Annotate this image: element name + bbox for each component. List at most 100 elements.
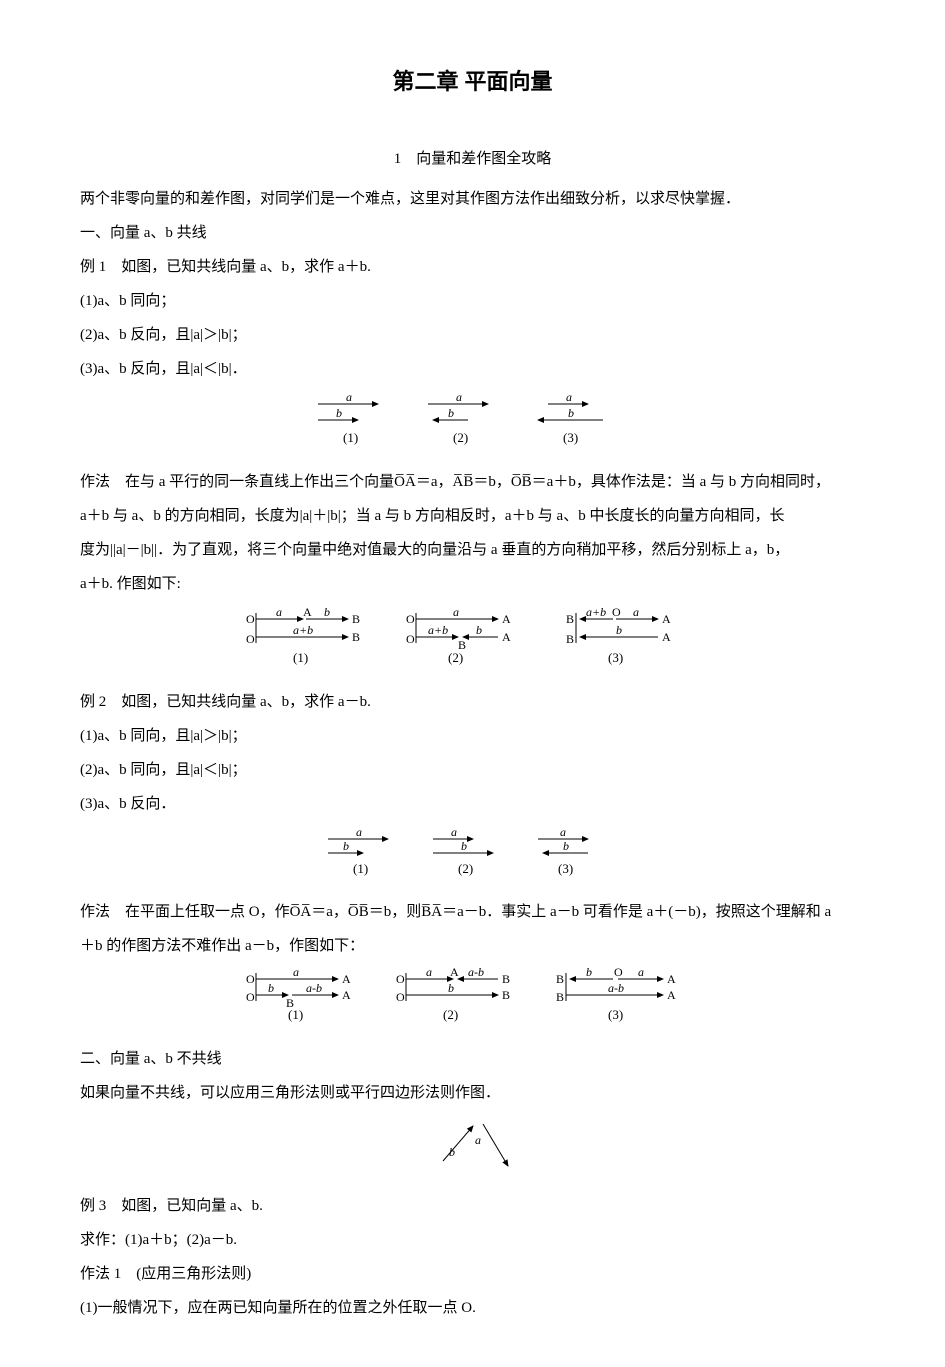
svg-text:a: a <box>633 605 639 619</box>
svg-text:(1): (1) <box>288 1007 303 1022</box>
svg-text:O: O <box>406 632 415 646</box>
svg-text:O: O <box>614 965 623 979</box>
svg-text:B: B <box>502 988 510 1002</box>
svg-text:b: b <box>268 981 274 995</box>
svg-text:b: b <box>343 839 349 853</box>
example-1: 例 1 如图，已知共线向量 a、b，求作 a＋b. <box>80 252 865 282</box>
ex2-item2: (2)a、b 同向，且|a|＜|b|； <box>80 755 865 785</box>
svg-text:A: A <box>667 988 676 1002</box>
svg-text:O: O <box>246 972 255 986</box>
svg-text:O: O <box>246 990 255 1004</box>
svg-text:(2): (2) <box>458 861 473 876</box>
svg-text:B: B <box>566 632 574 646</box>
svg-text:a-b: a-b <box>468 965 484 979</box>
method1-line3: 度为||a|－|b||．为了直观，将三个向量中绝对值最大的向量沿与 a 垂直的方… <box>80 535 865 565</box>
svg-text:a: a <box>638 965 644 979</box>
figure-ex1-result: O O a A b B a+b B (1) O O a A a+b B b A … <box>80 607 865 683</box>
svg-text:a+b: a+b <box>293 623 313 637</box>
chapter-title: 第二章 平面向量 <box>80 60 865 104</box>
svg-text:A: A <box>502 612 511 626</box>
svg-text:(3): (3) <box>608 650 623 665</box>
svg-text:a: a <box>560 825 566 839</box>
svg-text:b: b <box>324 605 330 619</box>
figure-ex2-result: O O a A b B a-b A (1) O O a A a-b B b B … <box>80 969 865 1040</box>
svg-text:a: a <box>451 825 457 839</box>
svg-text:A: A <box>502 630 511 644</box>
svg-text:b: b <box>448 981 454 995</box>
svg-text:a: a <box>346 390 352 404</box>
svg-text:O: O <box>246 632 255 646</box>
svg-text:B: B <box>556 972 564 986</box>
svg-text:(2): (2) <box>453 430 468 445</box>
svg-text:O: O <box>406 612 415 626</box>
ex1-item1: (1)a、b 同向； <box>80 286 865 316</box>
figure-ex2-given: a b (1) a b (2) a b (3) <box>80 827 865 893</box>
svg-text:B: B <box>556 990 564 1004</box>
p-noncollinear: 如果向量不共线，可以应用三角形法则或平行四边形法则作图． <box>80 1078 865 1108</box>
intro: 两个非零向量的和差作图，对同学们是一个难点，这里对其作图方法作出细致分析，以求尽… <box>80 184 865 214</box>
svg-text:a-b: a-b <box>306 981 322 995</box>
svg-text:a: a <box>426 965 432 979</box>
figure-noncollinear: b a <box>80 1116 865 1187</box>
heading-1: 一、向量 a、b 共线 <box>80 218 865 248</box>
svg-text:a+b: a+b <box>586 605 606 619</box>
svg-text:a: a <box>456 390 462 404</box>
svg-text:(3): (3) <box>608 1007 623 1022</box>
svg-text:a: a <box>453 605 459 619</box>
svg-text:a: a <box>293 965 299 979</box>
svg-text:A: A <box>303 605 312 619</box>
svg-text:B: B <box>502 972 510 986</box>
section-title: 1 向量和差作图全攻略 <box>80 144 865 174</box>
svg-text:A: A <box>450 965 459 979</box>
ex3-question: 求作：(1)a＋b；(2)a－b. <box>80 1225 865 1255</box>
svg-text:b: b <box>461 839 467 853</box>
svg-text:b: b <box>476 623 482 637</box>
method2-line1: 作法 在平面上任取一点 O，作O̅A̅＝a，O̅B̅＝b，则B̅A̅＝a－b．事… <box>80 897 865 927</box>
ex1-item2: (2)a、b 反向，且|a|＞|b|； <box>80 320 865 350</box>
svg-text:B: B <box>352 612 360 626</box>
svg-text:A: A <box>662 612 671 626</box>
svg-text:a: a <box>356 825 362 839</box>
svg-text:a: a <box>566 390 572 404</box>
ex2-item1: (1)a、b 同向，且|a|＞|b|； <box>80 721 865 751</box>
svg-text:b: b <box>563 839 569 853</box>
example-3: 例 3 如图，已知向量 a、b. <box>80 1191 865 1221</box>
ex2-item3: (3)a、b 反向． <box>80 789 865 819</box>
svg-text:A: A <box>342 972 351 986</box>
svg-text:B: B <box>352 630 360 644</box>
svg-text:a+b: a+b <box>428 623 448 637</box>
svg-text:(2): (2) <box>443 1007 458 1022</box>
method1-line4: a＋b. 作图如下: <box>80 569 865 599</box>
svg-text:b: b <box>448 406 454 420</box>
svg-text:a-b: a-b <box>608 981 624 995</box>
figure-ex1-given: a b (1) a b (2) a b (3) <box>80 392 865 463</box>
method3: 作法 1 (应用三角形法则) <box>80 1259 865 1289</box>
svg-text:a: a <box>475 1133 481 1147</box>
svg-text:(1): (1) <box>293 650 308 665</box>
svg-text:O: O <box>246 612 255 626</box>
svg-text:A: A <box>667 972 676 986</box>
svg-text:A: A <box>662 630 671 644</box>
svg-text:B: B <box>566 612 574 626</box>
method3-step1: (1)一般情况下，应在两已知向量所在的位置之外任取一点 O. <box>80 1293 865 1323</box>
svg-text:(3): (3) <box>563 430 578 445</box>
svg-text:O: O <box>396 990 405 1004</box>
ex1-item3: (3)a、b 反向，且|a|＜|b|． <box>80 354 865 384</box>
svg-text:a: a <box>276 605 282 619</box>
method1-line2: a＋b 与 a、b 的方向相同，长度为|a|＋|b|；当 a 与 b 方向相反时… <box>80 501 865 531</box>
svg-text:b: b <box>336 406 342 420</box>
svg-text:b: b <box>449 1145 455 1159</box>
svg-text:(3): (3) <box>558 861 573 876</box>
svg-text:b: b <box>616 623 622 637</box>
svg-text:(2): (2) <box>448 650 463 665</box>
svg-text:O: O <box>396 972 405 986</box>
svg-text:A: A <box>342 988 351 1002</box>
svg-text:b: b <box>586 965 592 979</box>
svg-text:(1): (1) <box>343 430 358 445</box>
method1-line1: 作法 在与 a 平行的同一条直线上作出三个向量O̅A̅＝a，A̅B̅＝b，O̅B… <box>80 467 865 497</box>
svg-text:O: O <box>612 605 621 619</box>
heading-2: 二、向量 a、b 不共线 <box>80 1044 865 1074</box>
svg-text:b: b <box>568 406 574 420</box>
example-2: 例 2 如图，已知共线向量 a、b，求作 a－b. <box>80 687 865 717</box>
method2-line2: ＋b 的作图方法不难作出 a－b，作图如下： <box>80 931 865 961</box>
